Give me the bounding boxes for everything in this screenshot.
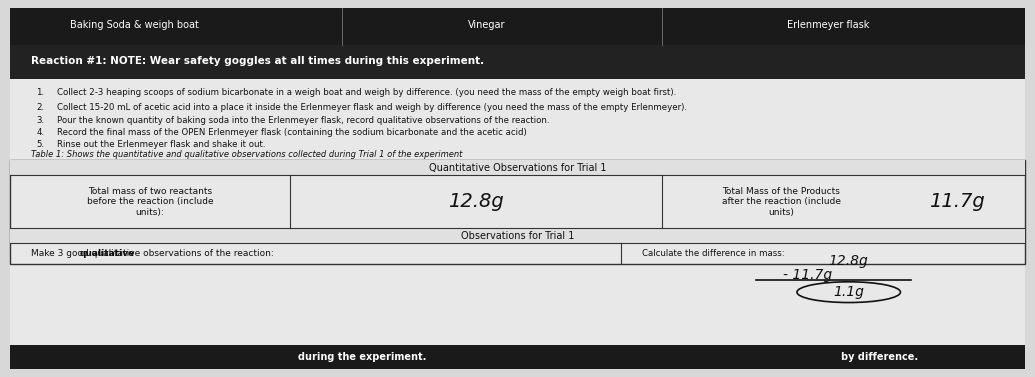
Text: Calculate the difference in mass:: Calculate the difference in mass: <box>642 249 785 258</box>
Text: Pour the known quantity of baking soda into the Erlenmeyer flask, record qualita: Pour the known quantity of baking soda i… <box>57 116 550 125</box>
FancyBboxPatch shape <box>10 8 1025 369</box>
Text: 4.: 4. <box>36 128 45 137</box>
Text: Record the final mass of the OPEN Erlenmeyer flask (containing the sodium bicarb: Record the final mass of the OPEN Erlenm… <box>57 128 527 137</box>
Text: by difference.: by difference. <box>841 352 918 362</box>
Text: Erlenmeyer flask: Erlenmeyer flask <box>787 20 869 29</box>
Text: Total Mass of the Products
after the reaction (include
units): Total Mass of the Products after the rea… <box>722 187 840 217</box>
Text: Quantitative Observations for Trial 1: Quantitative Observations for Trial 1 <box>428 163 607 173</box>
Text: Make 3 good qualitative observations of the reaction:: Make 3 good qualitative observations of … <box>31 249 274 258</box>
FancyBboxPatch shape <box>10 45 1025 79</box>
Text: during the experiment.: during the experiment. <box>298 352 426 362</box>
Text: Collect 15-20 mL of acetic acid into a place it inside the Erlenmeyer flask and : Collect 15-20 mL of acetic acid into a p… <box>57 103 687 112</box>
Text: 2.: 2. <box>36 103 45 112</box>
Text: Table 1: Shows the quantitative and qualitative observations collected during Tr: Table 1: Shows the quantitative and qual… <box>31 150 463 159</box>
Text: 12.8g: 12.8g <box>829 254 868 268</box>
Text: Total mass of two reactants
before the reaction (include
units):: Total mass of two reactants before the r… <box>87 187 213 217</box>
Text: 5.: 5. <box>36 139 45 149</box>
Text: 1.: 1. <box>36 88 45 97</box>
Text: Baking Soda & weigh boat: Baking Soda & weigh boat <box>70 20 199 29</box>
FancyBboxPatch shape <box>10 228 1025 243</box>
Text: 11.7g: 11.7g <box>929 192 985 211</box>
Text: Observations for Trial 1: Observations for Trial 1 <box>461 231 574 241</box>
Text: 12.8g: 12.8g <box>448 192 504 211</box>
Text: qualitative: qualitative <box>80 249 135 258</box>
Text: Collect 2-3 heaping scoops of sodium bicarbonate in a weigh boat and weigh by di: Collect 2-3 heaping scoops of sodium bic… <box>57 88 676 97</box>
Text: 3.: 3. <box>36 116 45 125</box>
Text: 1.1g: 1.1g <box>833 285 864 299</box>
Text: Vinegar: Vinegar <box>468 20 505 29</box>
FancyBboxPatch shape <box>10 8 1025 45</box>
Text: Reaction #1: NOTE: Wear safety goggles at all times during this experiment.: Reaction #1: NOTE: Wear safety goggles a… <box>31 57 484 66</box>
FancyBboxPatch shape <box>10 345 1025 369</box>
FancyBboxPatch shape <box>10 160 1025 175</box>
Text: Rinse out the Erlenmeyer flask and shake it out.: Rinse out the Erlenmeyer flask and shake… <box>57 139 265 149</box>
Text: - 11.7g: - 11.7g <box>782 268 832 282</box>
Bar <box>10 160 1025 264</box>
